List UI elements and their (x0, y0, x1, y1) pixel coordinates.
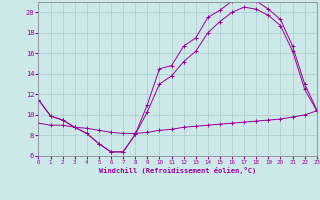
X-axis label: Windchill (Refroidissement éolien,°C): Windchill (Refroidissement éolien,°C) (99, 167, 256, 174)
